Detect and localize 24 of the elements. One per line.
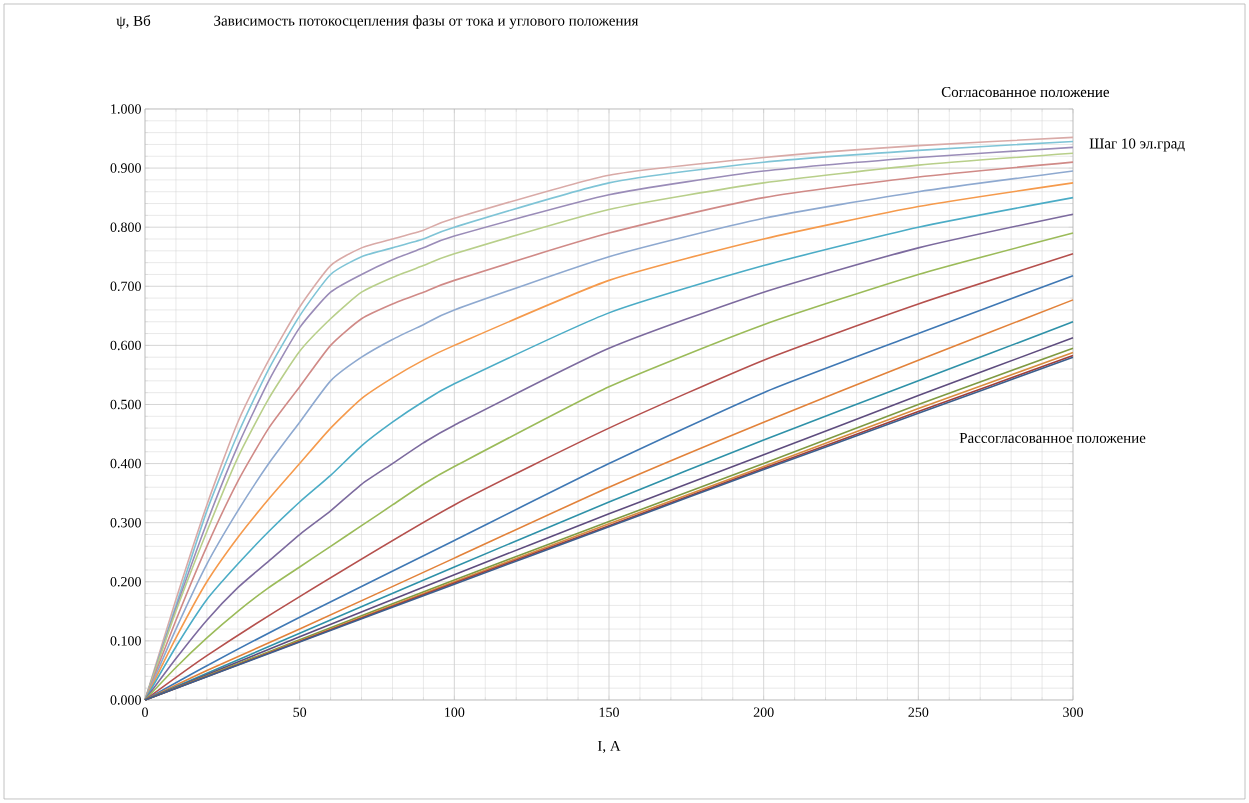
- annotation: Рассогласованное положение: [959, 433, 1146, 443]
- y-tick-label: 0.400: [110, 458, 141, 469]
- x-tick-label: 300: [1063, 707, 1083, 717]
- text: Шаг 10 эл.град: [1089, 138, 1185, 152]
- y-tick-label: 0.700: [110, 281, 141, 292]
- text: ψ, Вб: [116, 15, 151, 29]
- x-axis-title: I, A: [597, 740, 621, 754]
- y-tick-label: 1.000: [111, 104, 141, 114]
- x-tick-label: 150: [599, 707, 619, 717]
- x-tick-label: 50: [293, 707, 307, 717]
- x-tick-label: 100: [445, 707, 465, 717]
- x-tick-label: 200: [753, 707, 774, 717]
- y-tick-label: 0.100: [110, 636, 141, 646]
- y-tick-label: 0.600: [110, 340, 141, 351]
- y-tick-label: 0.300: [110, 517, 141, 528]
- y-tick-label: 0.000: [110, 695, 141, 705]
- y-tick-label: 0.500: [110, 399, 141, 410]
- x-tick-label: 250: [908, 707, 929, 717]
- chart-title: Зависимость потокосцепления фазы от тока и углового положения: [214, 15, 639, 29]
- y-tick-label: 0.900: [110, 163, 141, 173]
- text: Согласованное положение: [941, 86, 1110, 98]
- y-tick-label: 0.800: [110, 222, 141, 232]
- y-tick-label: 0.200: [110, 577, 141, 587]
- x-tick-label: 0: [142, 707, 148, 717]
